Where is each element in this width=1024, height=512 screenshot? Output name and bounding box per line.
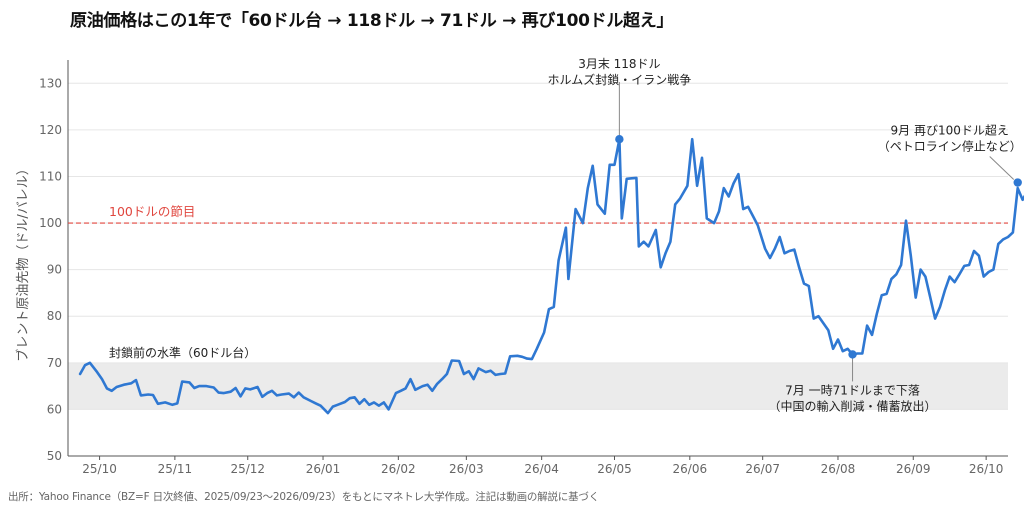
x-tick-label: 25/11 [158,462,193,476]
x-tick-label: 25/10 [82,462,117,476]
annotation-marker [615,135,624,144]
x-tick-label: 26/01 [306,462,341,476]
pre-blockade-band: 封鎖前の水準（60ドル台） [68,345,1008,410]
source-note: 出所：Yahoo Finance（BZ=F 日次終値、2025/09/23〜20… [8,491,600,503]
x-axis-ticks: 25/10 25/11 25/12 26/01 26/02 26/03 26/04 26/05… [82,456,1003,476]
annotation-text: 7月 一時71ドルまで下落 [785,383,920,397]
band-rect [68,362,1008,410]
price-line [78,137,1024,415]
band-label: 封鎖前の水準（60ドル台） [109,345,256,360]
annotation-text: （ペトロライン停止など） [878,139,1022,154]
x-tick-label: 25/12 [230,462,265,476]
y-axis-label: ブレント原油先物（ドル/バレル） [15,162,31,361]
y-tick-label: 110 [39,169,62,183]
gridlines [67,60,1008,457]
x-tick-label: 26/02 [381,462,416,476]
threshold: 100ドルの節目 [68,204,1008,224]
y-tick-label: 60 [47,402,62,416]
y-tick-label: 90 [47,263,62,277]
x-tick-label: 26/10 [969,462,1004,476]
y-tick-label: 130 [39,76,62,90]
x-tick-label: 26/04 [524,462,559,476]
annotation-leader [989,156,1015,180]
x-tick-label: 26/06 [673,462,708,476]
annotation-text: （中国の輸入削減・備蓄放出） [769,398,937,413]
annotation-text: 3月末 118ドル [578,57,660,71]
x-tick-label: 26/05 [597,462,632,476]
x-tick-label: 26/03 [449,462,484,476]
annotation-text: ホルムズ封鎖・イラン戦争 [547,72,691,87]
threshold-label: 100ドルの節目 [109,204,195,219]
chart-title: 原油価格はこの1年で「60ドル台 → 118ドル → 71ドル → 再び100ド… [70,11,674,31]
annotation-text: 9月 再び100ドル超え [891,123,1009,138]
x-tick-label: 26/07 [745,462,780,476]
y-tick-label: 120 [39,123,62,137]
y-axis-ticks: 50 60 70 80 90 100 110 120 130 [39,76,62,463]
y-tick-label: 70 [47,356,62,370]
annotation-marker [848,350,857,359]
x-tick-label: 26/09 [896,462,931,476]
series [78,137,1024,415]
annotation-marker [1013,178,1022,187]
y-tick-label: 100 [39,216,62,230]
x-tick-label: 26/08 [821,462,856,476]
y-tick-label: 50 [47,449,62,463]
y-tick-label: 80 [47,309,62,323]
